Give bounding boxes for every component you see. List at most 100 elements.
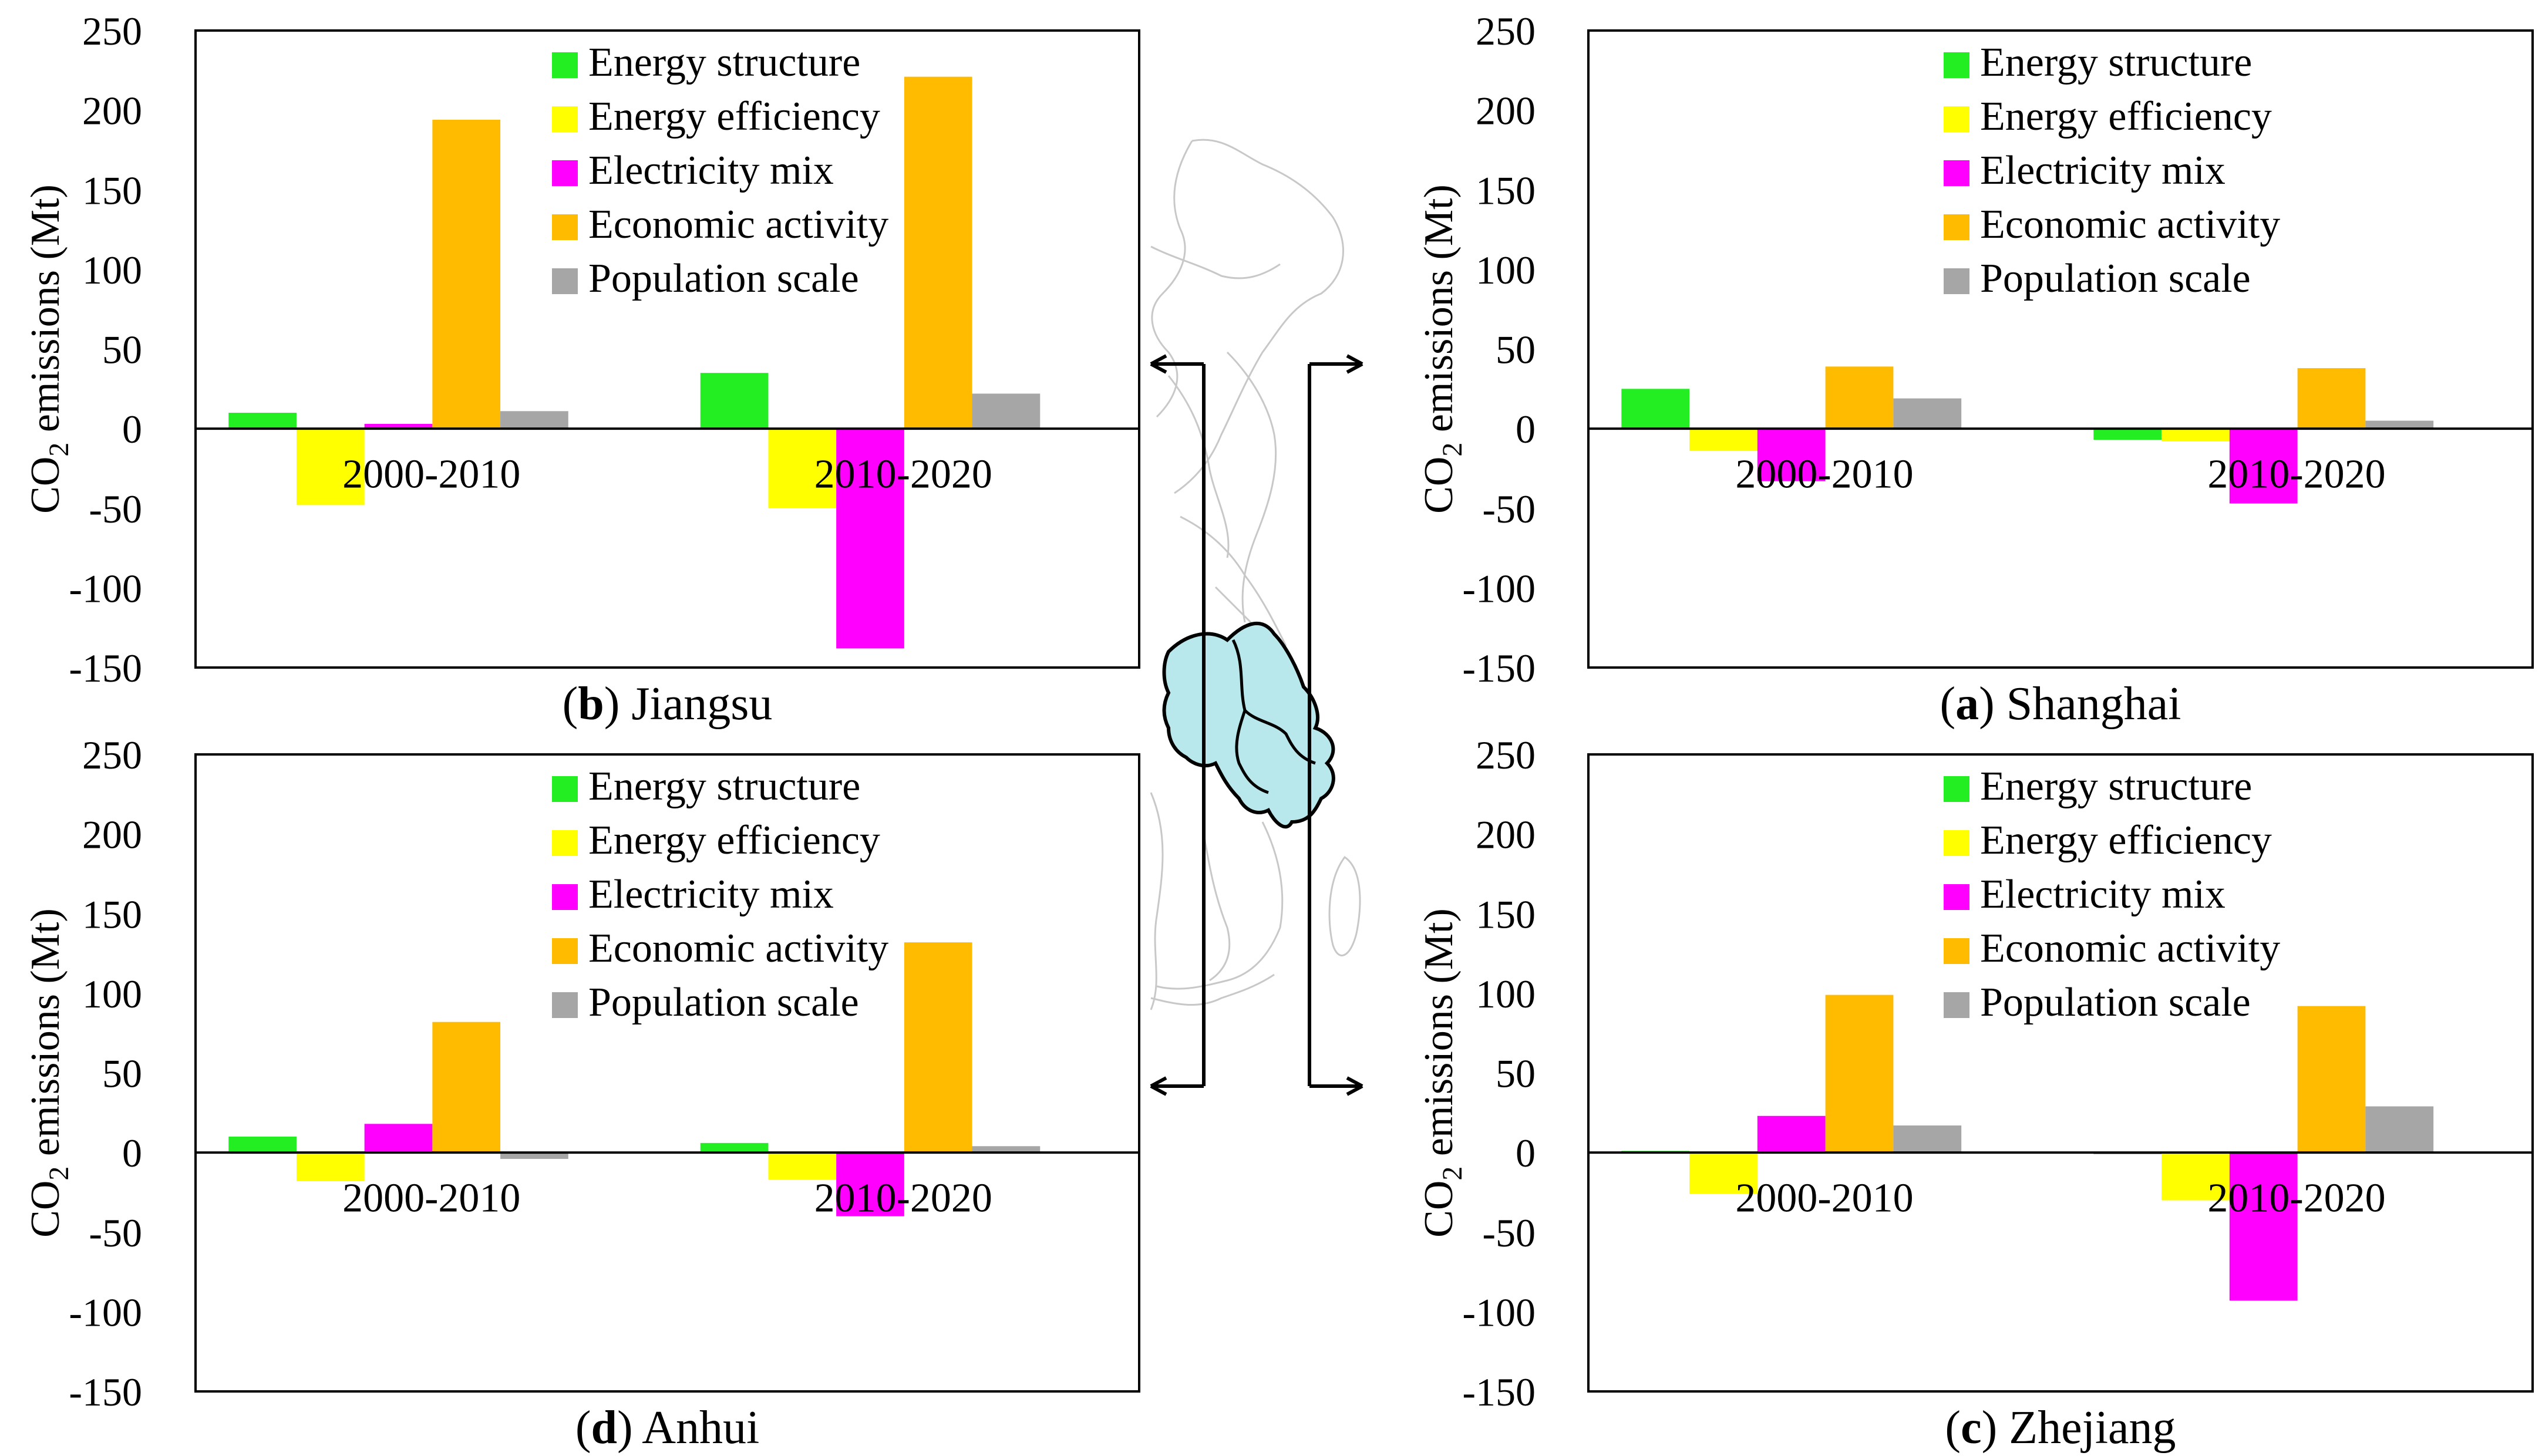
legend-swatch xyxy=(552,884,578,910)
bar-energy-structure xyxy=(1621,389,1690,429)
bar-energy-structure xyxy=(2093,429,2162,440)
panel-caption: (d) Anhui xyxy=(575,1402,759,1454)
bar-energy-efficiency xyxy=(2161,429,2230,441)
arrowhead-icon xyxy=(1346,354,1363,374)
bar-population-scale xyxy=(1893,398,1962,429)
legend-swatch xyxy=(552,830,578,856)
category-label: 2000-2010 xyxy=(342,1175,520,1221)
y-axis-label: CO2 emissions (Mt) xyxy=(1416,184,1468,514)
bar-economic-activity xyxy=(1825,995,1894,1153)
legend-entry: Energy efficiency xyxy=(1980,94,2272,139)
legend-swatch xyxy=(1944,52,1969,78)
y-tick-label: -50 xyxy=(89,1211,142,1255)
regional-map xyxy=(1150,139,1363,1096)
bar-economic-activity xyxy=(432,1022,501,1153)
y-tick-label: 150 xyxy=(82,168,142,213)
y-tick-label: 250 xyxy=(1476,9,1536,53)
category-label: 2010-2020 xyxy=(2207,1175,2385,1221)
legend-swatch xyxy=(1944,106,1969,132)
bar-electricity-mix xyxy=(2229,429,2298,504)
y-tick-label: 200 xyxy=(82,813,142,857)
legend-swatch xyxy=(1944,214,1969,240)
bar-electricity-mix xyxy=(364,1124,433,1153)
y-tick-label: 0 xyxy=(1516,1131,1536,1175)
chart-zhejiang: 250 200 150 100 50 0 -50 -100 -150 CO2 emissions … xyxy=(1416,733,2534,1454)
legend-swatch xyxy=(552,106,578,132)
bar-electricity-mix xyxy=(836,1152,904,1216)
bar-electricity-mix xyxy=(1757,1115,1826,1153)
legend-entry: Population scale xyxy=(1980,256,2251,301)
legend-swatch xyxy=(1944,160,1969,186)
y-tick-label: 250 xyxy=(82,733,142,777)
y-tick-label: -50 xyxy=(89,487,142,531)
legend-swatch xyxy=(552,776,578,802)
legend-swatch xyxy=(552,268,578,294)
legend-entry: Population scale xyxy=(588,256,859,301)
plot-frame xyxy=(194,29,1140,669)
y-tick-label: 100 xyxy=(1476,248,1536,292)
arrowhead-icon xyxy=(1150,1076,1167,1096)
category-label: 2010-2020 xyxy=(814,1175,992,1221)
y-tick-label: 200 xyxy=(1476,89,1536,133)
plot-frame xyxy=(1587,753,2534,1393)
chart-shanghai: 250 200 150 100 50 0 -50 -100 -150 CO2 emissions … xyxy=(1416,9,2534,730)
panel-caption: (b) Jiangsu xyxy=(563,678,773,730)
legend-entry: Energy structure xyxy=(1980,40,2252,85)
y-tick-label: -150 xyxy=(69,1370,142,1414)
bar-energy-efficiency xyxy=(768,429,837,508)
legend-entry: Electricity mix xyxy=(588,872,834,917)
plot-frame xyxy=(1587,29,2534,669)
legend-entry: Economic activity xyxy=(588,926,888,971)
chart-jiangsu: 250 200 150 100 50 0 -50 -100 -150 CO2 emissions … xyxy=(23,9,1140,730)
y-tick-label: 0 xyxy=(122,407,142,451)
legend-swatch xyxy=(552,938,578,964)
bar-energy-efficiency xyxy=(1689,1152,1757,1194)
legend-entry: Energy structure xyxy=(588,40,860,85)
bar-electricity-mix xyxy=(2229,1152,2298,1301)
y-tick-label: 100 xyxy=(82,972,142,1016)
bar-economic-activity xyxy=(904,942,972,1153)
legend-swatch xyxy=(552,214,578,240)
bar-economic-activity xyxy=(2297,1006,2366,1153)
y-tick-label: 250 xyxy=(1476,733,1536,777)
legend-entry: Electricity mix xyxy=(588,148,834,193)
y-tick-label: 100 xyxy=(1476,972,1536,1016)
bar-population-scale xyxy=(500,1152,568,1159)
bar-electricity-mix xyxy=(1757,429,1826,481)
y-tick-label: -50 xyxy=(1482,1211,1536,1255)
y-tick-label: -100 xyxy=(69,1290,142,1334)
category-label: 2010-2020 xyxy=(2207,451,2385,497)
y-tick-label: -150 xyxy=(1462,646,1536,690)
y-tick-label: 150 xyxy=(82,892,142,936)
panel-caption: (c) Zhejiang xyxy=(1945,1402,2176,1454)
plot-frame xyxy=(194,753,1140,1393)
y-tick-label: -100 xyxy=(1462,1290,1536,1334)
bar-population-scale xyxy=(972,1146,1041,1153)
bar-energy-structure xyxy=(228,413,297,429)
bar-population-scale xyxy=(2365,420,2434,429)
y-tick-label: 50 xyxy=(102,1051,142,1096)
bar-energy-efficiency xyxy=(2161,1152,2230,1201)
legend-swatch xyxy=(1944,992,1969,1018)
bar-population-scale xyxy=(1893,1125,1962,1153)
arrowhead-icon xyxy=(1150,354,1167,374)
bar-population-scale xyxy=(500,411,568,429)
category-label: 2010-2020 xyxy=(814,451,992,497)
legend-swatch xyxy=(1944,776,1969,802)
bar-energy-efficiency xyxy=(1689,429,1757,451)
legend-swatch xyxy=(1944,884,1969,910)
legend-entry: Energy structure xyxy=(1980,764,2252,809)
y-tick-label: 0 xyxy=(122,1131,142,1175)
category-label: 2000-2010 xyxy=(342,451,520,497)
bar-energy-efficiency xyxy=(296,429,365,505)
y-tick-label: 0 xyxy=(1516,407,1536,451)
bar-economic-activity xyxy=(1825,366,1894,429)
y-tick-label: -50 xyxy=(1482,487,1536,531)
legend-entry: Energy efficiency xyxy=(1980,818,2272,863)
y-tick-label: 100 xyxy=(82,248,142,292)
legend-entry: Economic activity xyxy=(1980,926,2280,971)
bar-population-scale xyxy=(972,393,1041,429)
y-axis-label: CO2 emissions (Mt) xyxy=(1416,908,1468,1238)
legend-entry: Electricity mix xyxy=(1980,872,2225,917)
